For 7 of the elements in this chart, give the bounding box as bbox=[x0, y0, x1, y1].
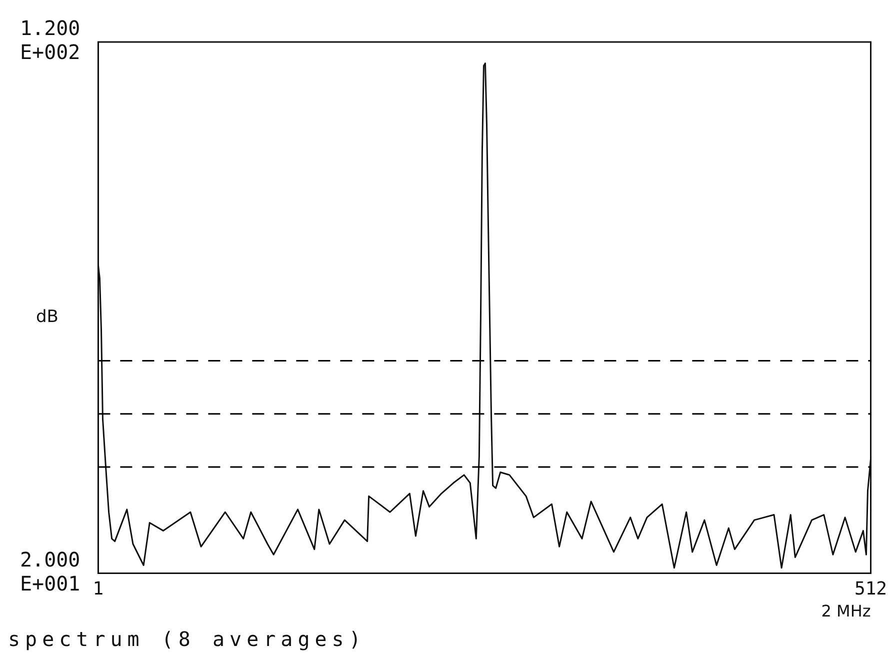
x-tick-label: 512 bbox=[854, 578, 887, 600]
x-tick-label: 1 bbox=[92, 578, 104, 600]
y-tick-label: 1.200E+002 bbox=[20, 16, 80, 64]
x-axis-title: 2 MHz bbox=[821, 602, 871, 621]
y-axis-title: dB bbox=[36, 307, 58, 328]
text: spectrum (8 averages) bbox=[8, 627, 366, 651]
y-tick-label: 2.000E+001 bbox=[20, 547, 80, 596]
